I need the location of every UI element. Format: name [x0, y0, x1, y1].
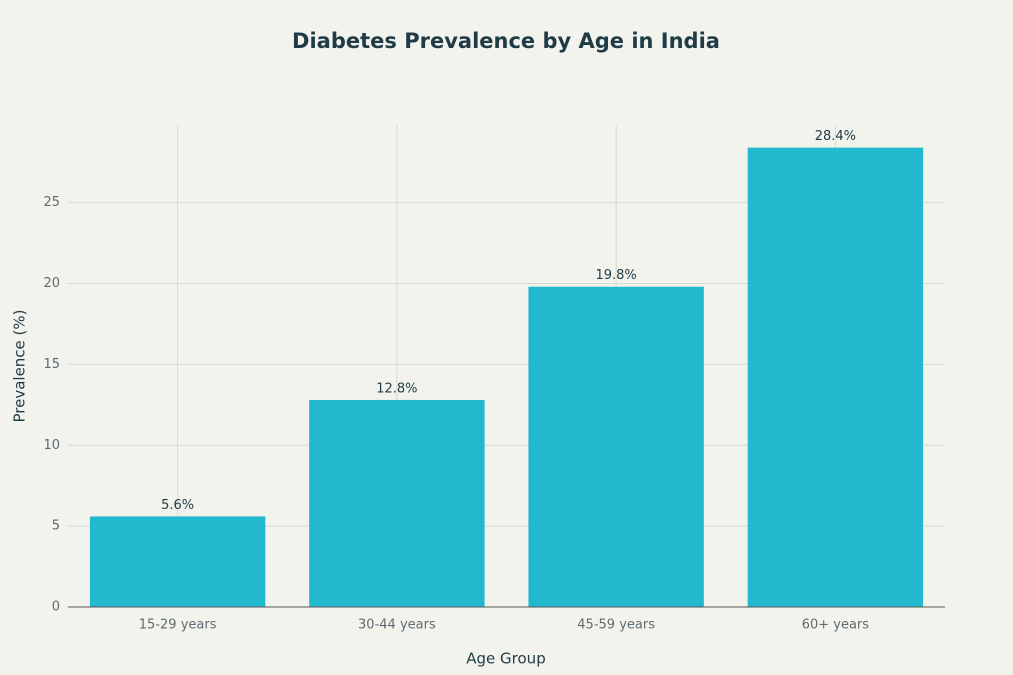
x-tick-label: 30-44 years: [358, 618, 436, 633]
value-label: 5.6%: [161, 498, 194, 513]
bar: [309, 399, 485, 607]
y-tick-label: 5: [52, 519, 60, 534]
bar: [89, 516, 266, 607]
value-label: 12.8%: [376, 381, 417, 396]
y-tick-label: 15: [43, 357, 60, 372]
y-axis-title: Prevalence (%): [11, 309, 29, 422]
x-tick-label: 45-59 years: [577, 618, 655, 633]
value-label: 19.8%: [595, 268, 636, 283]
x-tick-label: 60+ years: [802, 618, 870, 633]
bar: [528, 286, 704, 607]
y-tick-label: 20: [43, 276, 60, 291]
chart-title: Diabetes Prevalence by Age in India: [292, 29, 720, 53]
x-axis-title: Age Group: [466, 650, 545, 668]
value-label: 28.4%: [815, 129, 856, 144]
y-tick-label: 25: [43, 195, 60, 210]
x-tick-label: 15-29 years: [139, 618, 217, 633]
y-tick-label: 10: [43, 438, 60, 453]
bar: [747, 147, 924, 608]
y-tick-label: 0: [52, 600, 60, 615]
